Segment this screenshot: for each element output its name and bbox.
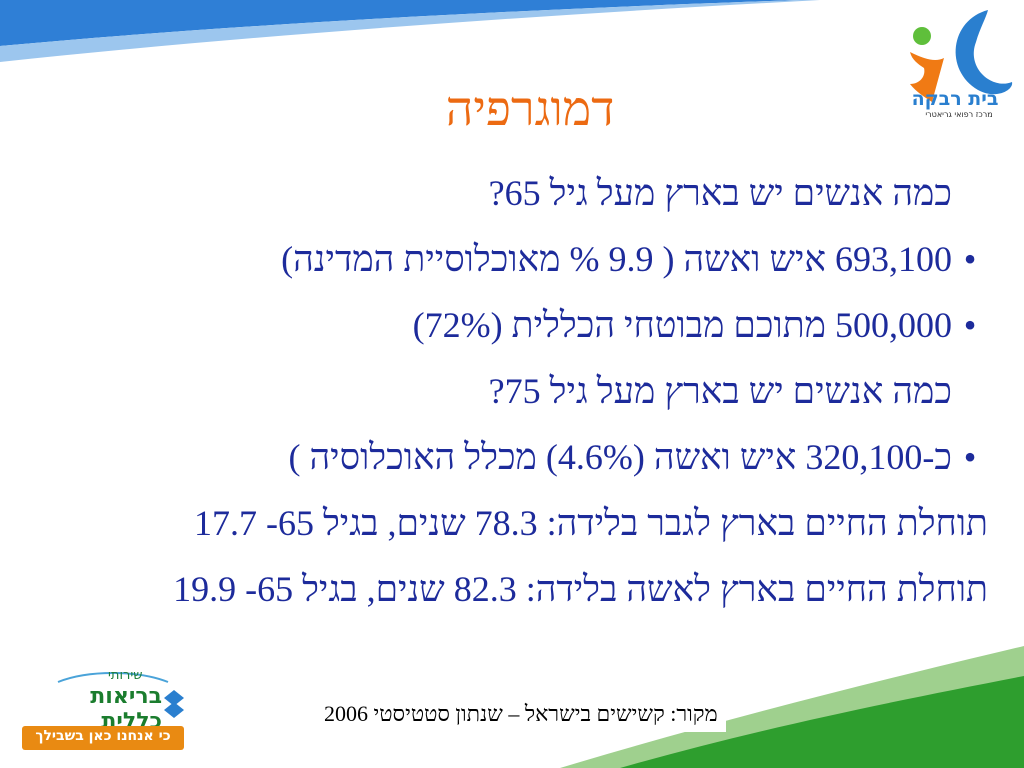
bottom-green-swoosh: [620, 676, 1024, 768]
bullet-dot: •: [963, 305, 977, 345]
logo-orange-figure: [910, 52, 944, 102]
bullet-dot: •: [963, 239, 977, 279]
bullet-text: כ-320,100 איש ואשה (4.6%) מכלל האוכלוסיה…: [288, 437, 952, 477]
top-blue-swoosh: [0, 0, 800, 46]
content-line: תוחלת החיים בארץ לגבר בלידה: 78.3 שנים, …: [38, 490, 988, 556]
beit-rivka-subtitle: מרכז רפואי גריאטרי: [925, 110, 993, 119]
bullet-text: 693,100 איש ואשה ( 9.9 % מאוכלוסיית המדי…: [281, 239, 952, 279]
slide-title: דמוגרפיה: [445, 83, 615, 136]
bullet-item: • כ-320,100 איש ואשה (4.6%) מכלל האוכלוסי…: [38, 424, 988, 490]
content-line: תוחלת החיים בארץ לאשה בלידה: 82.3 שנים, …: [38, 556, 988, 622]
bullet-item: • 500,000 מתוכם מבוטחי הכללית (72%): [38, 292, 988, 358]
slide-content: כמה אנשים יש בארץ מעל גיל 65? • 693,100 א…: [38, 160, 988, 622]
clalit-arc: [57, 672, 169, 683]
bullet-item: • 693,100 איש ואשה ( 9.9 % מאוכלוסיית המד…: [38, 226, 988, 292]
content-line: כמה אנשים יש בארץ מעל גיל 65?: [38, 160, 988, 226]
beit-rivka-name: בית רבקה: [911, 88, 999, 110]
clalit-wave-icon: [164, 690, 184, 718]
clalit-top-text: שירותי: [108, 668, 143, 683]
bullet-dot: •: [963, 437, 977, 477]
line-text: כמה אנשים יש בארץ מעל גיל 65?: [488, 173, 952, 213]
clalit-slogan: כי אנחנו כאן בשבילך: [35, 728, 171, 744]
clalit-slogan-bar: [22, 726, 184, 750]
content-line: כמה אנשים יש בארץ מעל גיל 75?: [38, 358, 988, 424]
clalit-logo: [57, 672, 184, 718]
beit-rivka-logo: [910, 10, 1013, 102]
logo-blue-crescent: [955, 10, 1013, 95]
source-caption: מקור: קשישים בישראל – שנתון סטטיסטי 2006: [316, 696, 726, 732]
line-text: תוחלת החיים בארץ לאשה בלידה: 82.3 שנים, …: [173, 569, 988, 609]
logo-green-dot: [913, 27, 931, 45]
line-text: כמה אנשים יש בארץ מעל גיל 75?: [488, 371, 952, 411]
bullet-text: 500,000 מתוכם מבוטחי הכללית (72%): [412, 305, 952, 345]
line-text: תוחלת החיים בארץ לגבר בלידה: 78.3 שנים, …: [193, 503, 988, 543]
